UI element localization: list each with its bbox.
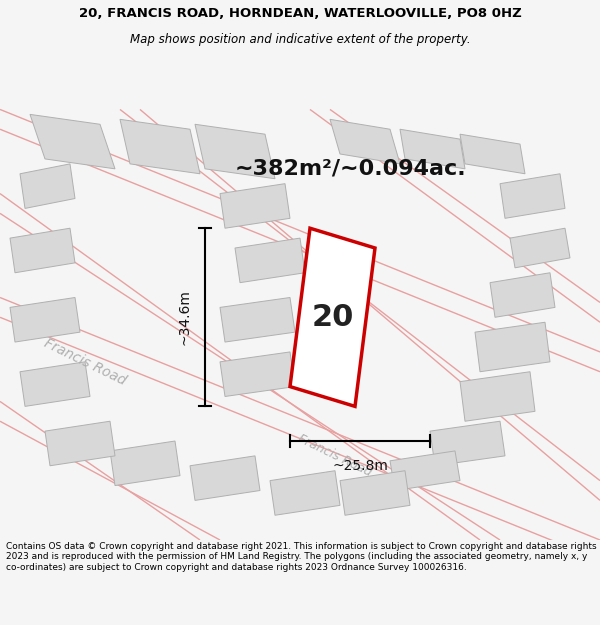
Polygon shape: [190, 456, 260, 501]
Polygon shape: [220, 352, 295, 396]
Polygon shape: [220, 298, 295, 342]
Text: Map shows position and indicative extent of the property.: Map shows position and indicative extent…: [130, 33, 470, 46]
Polygon shape: [460, 134, 525, 174]
Polygon shape: [270, 471, 340, 515]
Polygon shape: [10, 298, 80, 342]
Polygon shape: [390, 451, 460, 491]
Polygon shape: [490, 272, 555, 318]
Polygon shape: [20, 164, 75, 208]
Polygon shape: [290, 228, 375, 406]
Text: ~25.8m: ~25.8m: [332, 459, 388, 473]
Polygon shape: [460, 372, 535, 421]
Polygon shape: [110, 441, 180, 486]
Text: Contains OS data © Crown copyright and database right 2021. This information is : Contains OS data © Crown copyright and d…: [6, 542, 596, 571]
Polygon shape: [10, 228, 75, 272]
Polygon shape: [475, 322, 550, 372]
Text: Francis Road: Francis Road: [296, 432, 374, 479]
Polygon shape: [195, 124, 275, 179]
Polygon shape: [340, 471, 410, 515]
Polygon shape: [45, 421, 115, 466]
Text: 20: 20: [312, 302, 354, 332]
Polygon shape: [235, 238, 305, 282]
Polygon shape: [430, 421, 505, 466]
Polygon shape: [120, 119, 200, 174]
Text: 20, FRANCIS ROAD, HORNDEAN, WATERLOOVILLE, PO8 0HZ: 20, FRANCIS ROAD, HORNDEAN, WATERLOOVILL…: [79, 8, 521, 20]
Polygon shape: [330, 119, 400, 164]
Polygon shape: [500, 174, 565, 218]
Text: ~34.6m: ~34.6m: [178, 289, 192, 345]
Text: ~382m²/~0.094ac.: ~382m²/~0.094ac.: [234, 159, 466, 179]
Polygon shape: [20, 362, 90, 406]
Polygon shape: [30, 114, 115, 169]
Polygon shape: [220, 184, 290, 228]
Polygon shape: [400, 129, 465, 169]
Polygon shape: [510, 228, 570, 268]
Text: Francis Road: Francis Road: [42, 336, 128, 388]
